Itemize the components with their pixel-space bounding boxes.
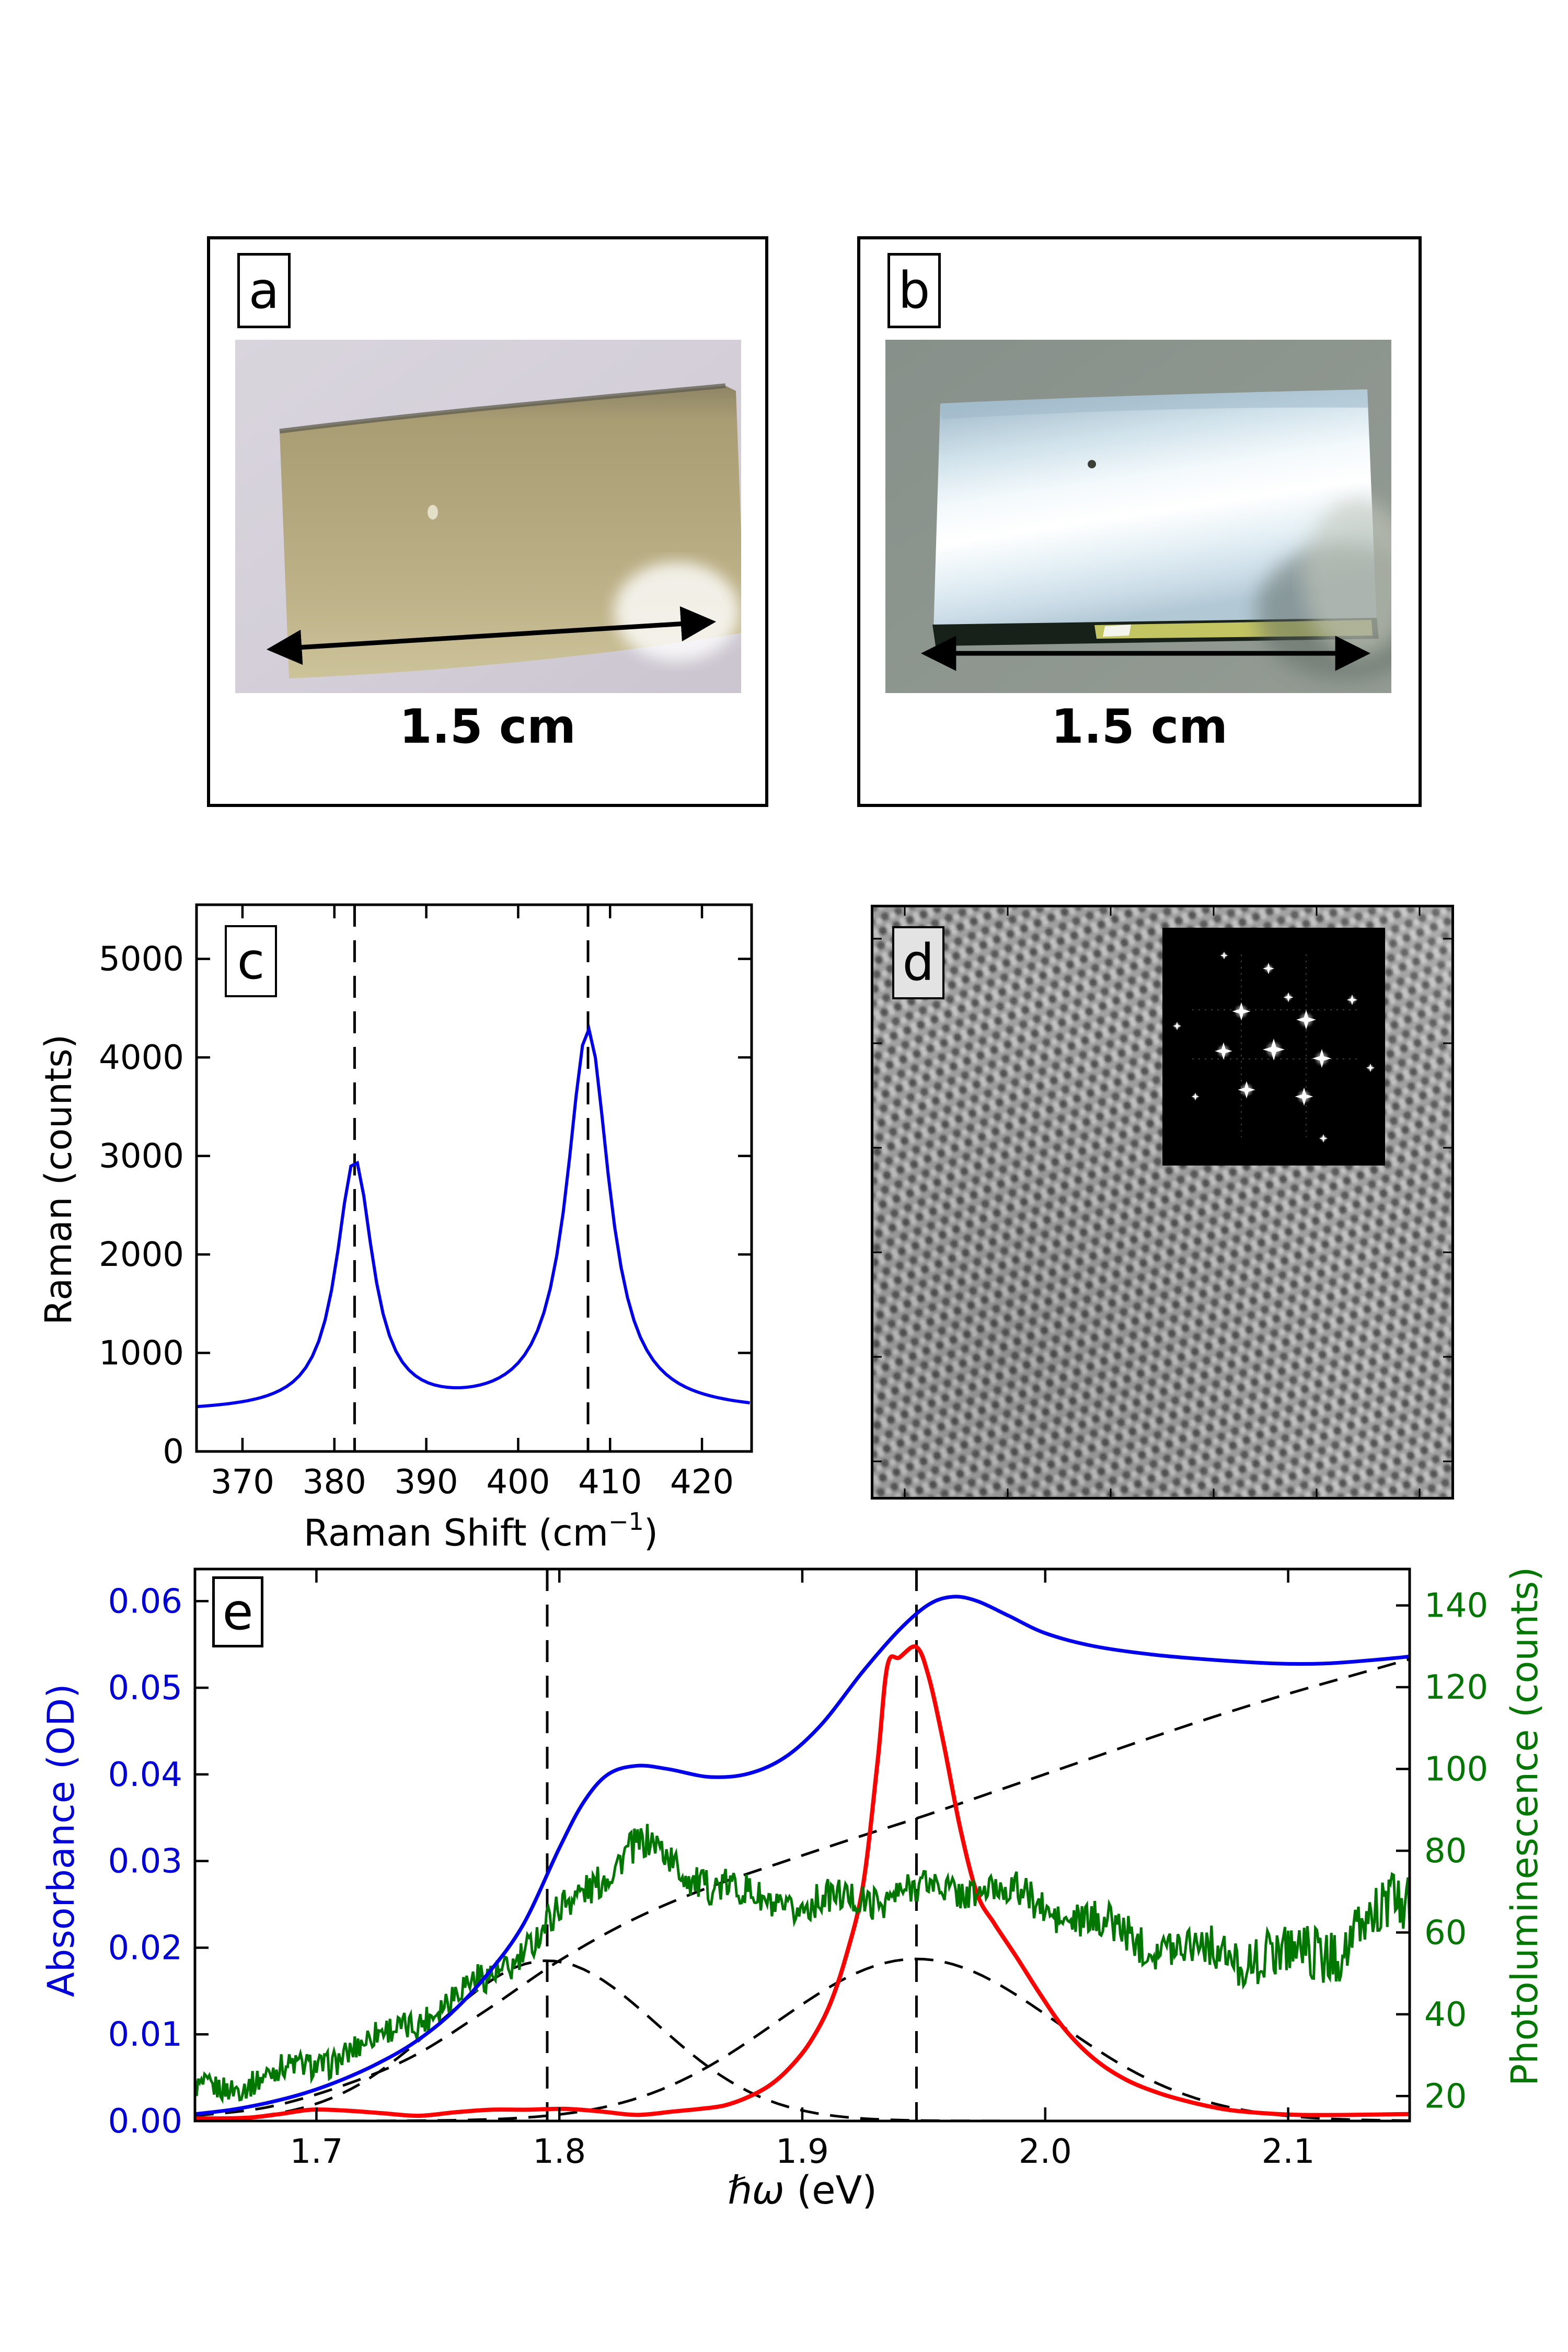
panel-letter-b: b [887,253,941,328]
photoluminescence-tick-label: 40 [1424,1996,1467,2034]
x-tick-label: 1.7 [290,2132,343,2171]
tem-lattice-image [873,907,1451,1497]
panel-letter-a: a [237,253,291,328]
photo-b [885,340,1391,693]
x-tick-label: 420 [670,1463,734,1502]
photoluminescence-tick-label: 100 [1424,1750,1488,1789]
raman-tick-label: 2000 [99,1236,184,1274]
ple-spectrum [195,1644,1410,2121]
fft-inset [1162,928,1385,1166]
absorbance-tick-label: 0.04 [108,1756,183,1794]
raman-tick-label: 3000 [99,1137,184,1176]
background-fit [195,1657,1410,2117]
photoluminescence-tick-label: 20 [1424,2077,1467,2116]
chart-area-c [197,905,750,1451]
absorbance-tick-label: 0.03 [108,1842,183,1881]
scale-label-b: 1.5 cm [1051,699,1228,754]
x-tick-label: 380 [303,1463,366,1502]
sample-film-b [933,389,1377,631]
absorbance-tick-label: 0.01 [108,2015,183,2054]
panel-a-frame: 1.5 cm a [207,236,768,807]
raman-xaxis-title: Raman Shift (cm−1) [303,1507,659,1554]
panel-letter-e: e [212,1576,263,1647]
raman-spectrum [197,1023,750,1409]
plot-frame-c [195,903,753,1453]
absorbance-axis-title: Absorbance (OD) [40,1684,83,1997]
raman-tick-label: 4000 [99,1039,184,1077]
x-tick-label: 2.1 [1262,2132,1315,2171]
x-tick-label: 1.9 [776,2132,829,2171]
photo-a [235,340,741,693]
photoluminescence-tick-label: 60 [1424,1913,1467,1952]
raman-tick-label: 5000 [99,940,184,979]
panel-letter-d: d [892,926,944,999]
absorbance-tick-label: 0.06 [108,1582,183,1621]
photoluminescence-tick-label: 120 [1424,1668,1488,1707]
absorbance-tick-label: 0.05 [108,1669,183,1708]
x-tick-label: 2.0 [1019,2132,1072,2171]
photoluminescence-spectrum [195,1824,1410,2104]
x-tick-label: 370 [211,1463,274,1502]
absorbance-spectrum [195,1595,1410,2116]
chart-area-e [195,1569,1410,2121]
energy-axis-title: ℏω (eV) [727,2168,878,2213]
panel-d-frame: d [871,905,1454,1500]
photo-b-image [885,340,1391,693]
x-tick-label: 1.8 [533,2132,586,2171]
x-tick-label: 390 [394,1463,458,1502]
scale-label-a: 1.5 cm [399,699,576,754]
raman-tick-label: 1000 [99,1334,184,1373]
panel-b-frame: 1.5 cm b [857,236,1422,807]
fft-diffraction-spots [1172,951,1375,1143]
photoluminescence-axis-title: Photoluminescence (counts) [1503,1566,1546,2086]
panel-letter-c: c [225,925,277,997]
raman-yaxis-title: Raman (counts) [37,1034,80,1325]
x-tick-label: 400 [486,1463,550,1502]
scale-arrow-a [266,606,717,665]
photoluminescence-tick-label: 80 [1424,1832,1467,1871]
photoluminescence-tick-label: 140 [1424,1587,1488,1625]
raman-tick-label: 0 [163,1433,184,1471]
absorbance-tick-label: 0.02 [108,1929,183,1967]
absorbance-tick-label: 0.00 [108,2102,183,2141]
x-tick-label: 410 [578,1463,642,1502]
photo-a-image [235,340,741,693]
